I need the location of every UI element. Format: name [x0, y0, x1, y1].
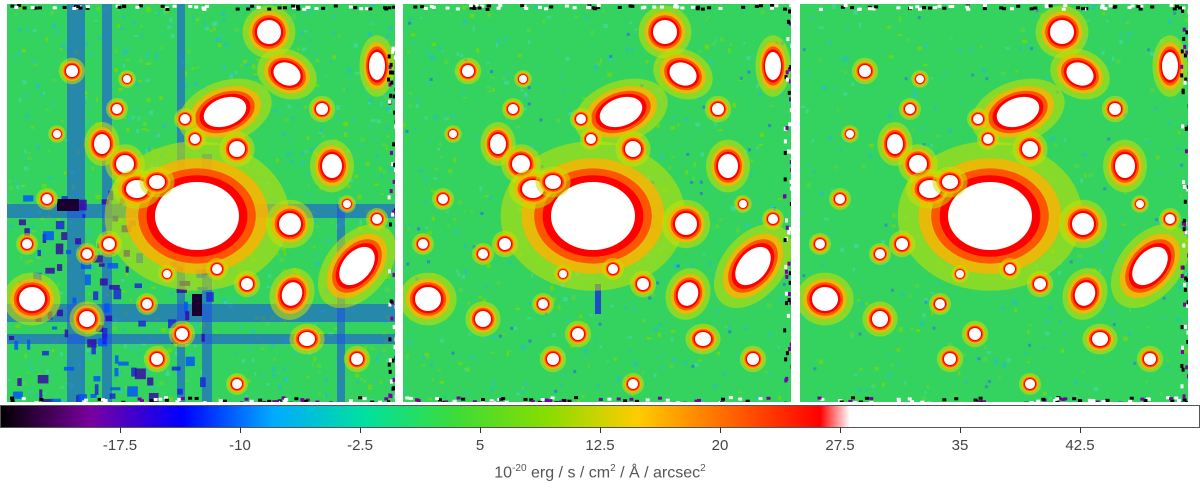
- unit-exponent-3: 2: [700, 463, 706, 474]
- colorbar-frame: [0, 405, 1200, 428]
- colorbar-tick-label: 27.5: [825, 437, 855, 454]
- colorbar-tick: [960, 427, 961, 433]
- colorbar-tick-label: 35: [951, 437, 969, 454]
- colorbar-tick: [840, 427, 841, 433]
- colorbar-tick: [240, 427, 241, 433]
- colorbar-tick: [600, 427, 601, 433]
- colorbar: [0, 405, 1200, 429]
- colorbar-tick: [720, 427, 721, 433]
- image-panel-2: [403, 4, 791, 402]
- colorbar-tick-label: 12.5: [585, 437, 615, 454]
- colorbar-tick-label: -17.5: [102, 437, 138, 454]
- unit-exponent-2: 2: [610, 463, 616, 474]
- colorbar-tick-label: 42.5: [1065, 437, 1095, 454]
- colorbar-unit-label: 10-20 erg / s / cm2 / Å / arcsec2: [0, 463, 1200, 482]
- colorbar-tick-label: 5: [475, 437, 485, 454]
- panel-2-map: [403, 4, 791, 402]
- colorbar-tick: [120, 427, 121, 433]
- colorbar-gradient: [0, 405, 1200, 427]
- unit-exponent: -20: [512, 463, 527, 474]
- colorbar-tick: [1080, 427, 1081, 433]
- panel-3-map: [800, 4, 1188, 402]
- colorbar-tick-label: -2.5: [347, 437, 373, 454]
- panel-1-map: [7, 4, 395, 402]
- panel-divider: [794, 4, 797, 402]
- colorbar-tick-label: 20: [711, 437, 729, 454]
- unit-part-1: erg / s / cm: [526, 464, 611, 482]
- unit-part-2: / Å / arcsec: [615, 464, 701, 482]
- unit-base: 10: [494, 464, 513, 482]
- image-panel-1: [7, 4, 395, 402]
- colorbar-tick: [480, 427, 481, 433]
- image-panel-3: [800, 4, 1188, 402]
- colorbar-tick-label: -10: [229, 437, 251, 454]
- panel-divider: [398, 4, 401, 402]
- colorbar-tick: [360, 427, 361, 433]
